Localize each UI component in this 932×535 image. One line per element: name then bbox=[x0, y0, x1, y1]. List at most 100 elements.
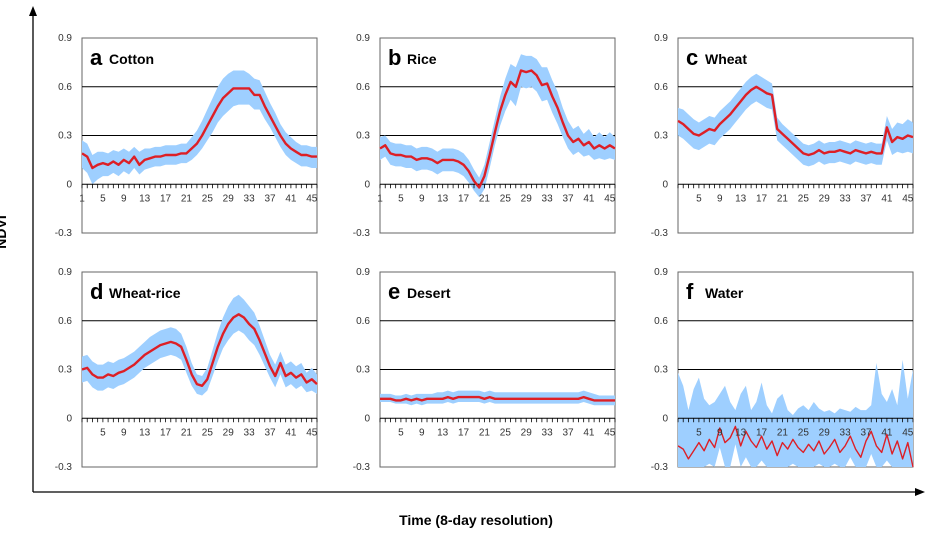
std-band bbox=[678, 73, 913, 167]
y-tick-label: 0 bbox=[364, 413, 370, 424]
x-tick-label: 17 bbox=[458, 427, 470, 438]
panel-letter: f bbox=[686, 279, 694, 304]
x-tick-label: 37 bbox=[264, 427, 276, 438]
panel-letter: b bbox=[388, 45, 401, 70]
x-tick-label: 37 bbox=[860, 427, 872, 438]
panel-title: Wheat-rice bbox=[109, 285, 181, 301]
y-tick-label: 0.3 bbox=[58, 365, 72, 376]
panel-wheat: 5 9 13 17 21 25 29 33 37 41 45 0.9 0.6 0.3 0 -0.3 c Wheat bbox=[651, 33, 914, 239]
x-tick-label: 13 bbox=[139, 427, 151, 438]
x-tick-label: 25 bbox=[798, 427, 810, 438]
y-tick-label: 0.6 bbox=[654, 82, 668, 93]
x-tick-label: 21 bbox=[777, 193, 789, 204]
y-tick-label: 0 bbox=[66, 179, 72, 190]
mean-line bbox=[677, 85, 914, 157]
x-tick-label: 5 bbox=[100, 427, 106, 438]
x-tick-label: 25 bbox=[202, 427, 214, 438]
x-tick-label: 9 bbox=[121, 193, 127, 204]
panel-title: Desert bbox=[407, 285, 451, 301]
y-tick-label: 0.3 bbox=[654, 131, 668, 142]
x-tick-label: 37 bbox=[264, 193, 276, 204]
x-tick-label: 25 bbox=[798, 193, 810, 204]
panel-wheat-rice: 5 9 13 17 21 25 29 33 37 41 45 0.9 0.6 0.3 0 -0.3 d Wheat… bbox=[55, 267, 318, 473]
y-tick-label: -0.3 bbox=[55, 462, 73, 473]
x-tick-label: 33 bbox=[244, 427, 256, 438]
x-tick-label: 29 bbox=[521, 193, 533, 204]
y-tick-label: 0 bbox=[662, 179, 668, 190]
panel-cotton: 1 5 9 13 17 21 25 29 33 37 41 45 0.9 0.6 0.3 0 -0.3 a Cott… bbox=[55, 33, 318, 239]
x-tick-label: 21 bbox=[181, 427, 193, 438]
y-tick-label: -0.3 bbox=[651, 462, 669, 473]
y-tick-label: 0.9 bbox=[58, 33, 72, 44]
x-tick-label: 5 bbox=[100, 193, 106, 204]
std-band bbox=[678, 359, 913, 467]
x-tick-label: 41 bbox=[583, 427, 595, 438]
y-tick-label: 0 bbox=[662, 413, 668, 424]
panel-title: Water bbox=[705, 285, 744, 301]
x-tick-label: 9 bbox=[717, 193, 723, 204]
x-tick-label: 33 bbox=[542, 193, 554, 204]
x-tick-label: 45 bbox=[902, 193, 914, 204]
mean-line bbox=[380, 395, 615, 402]
y-tick-label: 0 bbox=[364, 179, 370, 190]
x-tick-label: 37 bbox=[562, 427, 574, 438]
y-tick-label: 0.3 bbox=[654, 365, 668, 376]
x-tick-label: 25 bbox=[500, 193, 512, 204]
y-tick-label: 0.6 bbox=[58, 316, 72, 327]
x-tick-label: 37 bbox=[562, 193, 574, 204]
y-tick-label: 0.3 bbox=[356, 131, 370, 142]
x-tick-label: 9 bbox=[717, 427, 723, 438]
mean-line bbox=[81, 87, 317, 170]
panel-title: Rice bbox=[407, 51, 437, 67]
y-tick-label: -0.3 bbox=[651, 228, 669, 239]
std-band bbox=[82, 294, 317, 396]
x-tick-label: 45 bbox=[306, 193, 318, 204]
panel-title: Wheat bbox=[705, 51, 747, 67]
x-tick-label: 21 bbox=[777, 427, 789, 438]
y-tick-label: 0.9 bbox=[58, 267, 72, 278]
x-tick-label: 17 bbox=[756, 193, 768, 204]
y-tick-label: 0.6 bbox=[654, 316, 668, 327]
panel-desert: 5 9 13 17 21 25 29 33 37 41 45 0.9 0.6 0.3 0 -0.3 e Deser… bbox=[353, 267, 616, 473]
y-tick-label: 0.6 bbox=[356, 316, 370, 327]
x-tick-label: 13 bbox=[437, 193, 449, 204]
std-band bbox=[82, 70, 317, 185]
x-axis-arrow-icon bbox=[915, 488, 925, 496]
x-tick-label: 33 bbox=[542, 427, 554, 438]
x-tick-label: 29 bbox=[223, 193, 235, 204]
x-tick-label: 25 bbox=[500, 427, 512, 438]
x-tick-label: 45 bbox=[604, 427, 616, 438]
x-tick-label: 5 bbox=[696, 193, 702, 204]
x-tick-label: 9 bbox=[121, 427, 127, 438]
x-tick-label: 45 bbox=[306, 427, 318, 438]
x-tick-label: 1 bbox=[377, 193, 383, 204]
y-axis-arrow-icon bbox=[29, 6, 37, 16]
panel-rice: 1 5 9 13 17 21 25 29 33 37 41 45 0.9 0.6 0.3 0 -0.3 b Rice bbox=[353, 33, 616, 239]
panel-letter: d bbox=[90, 279, 103, 304]
x-tick-label: 5 bbox=[696, 427, 702, 438]
y-tick-label: 0.9 bbox=[356, 267, 370, 278]
x-tick-label: 13 bbox=[735, 193, 747, 204]
x-tick-label: 13 bbox=[735, 427, 747, 438]
mean-line bbox=[81, 313, 318, 387]
x-tick-label: 21 bbox=[479, 427, 491, 438]
x-tick-label: 41 bbox=[285, 193, 297, 204]
x-tick-label: 45 bbox=[604, 193, 616, 204]
y-tick-label: 0.6 bbox=[58, 82, 72, 93]
y-tick-label: 0.3 bbox=[356, 365, 370, 376]
x-tick-label: 25 bbox=[202, 193, 214, 204]
x-tick-label: 9 bbox=[419, 427, 425, 438]
panel-title: Cotton bbox=[109, 51, 154, 67]
panel-letter: a bbox=[90, 45, 103, 70]
x-tick-label: 29 bbox=[819, 193, 831, 204]
x-tick-label: 29 bbox=[223, 427, 235, 438]
x-tick-label: 41 bbox=[285, 427, 297, 438]
panels-group: 1 5 9 13 17 21 25 29 33 37 41 45 0.9 0.6 0.3 0 -0.3 a Cott… bbox=[55, 33, 914, 473]
x-tick-label: 21 bbox=[181, 193, 193, 204]
x-tick-label: 41 bbox=[881, 427, 893, 438]
x-tick-label: 33 bbox=[840, 427, 852, 438]
y-tick-label: 0.3 bbox=[58, 131, 72, 142]
mean-line bbox=[677, 425, 914, 468]
x-tick-label: 33 bbox=[244, 193, 256, 204]
